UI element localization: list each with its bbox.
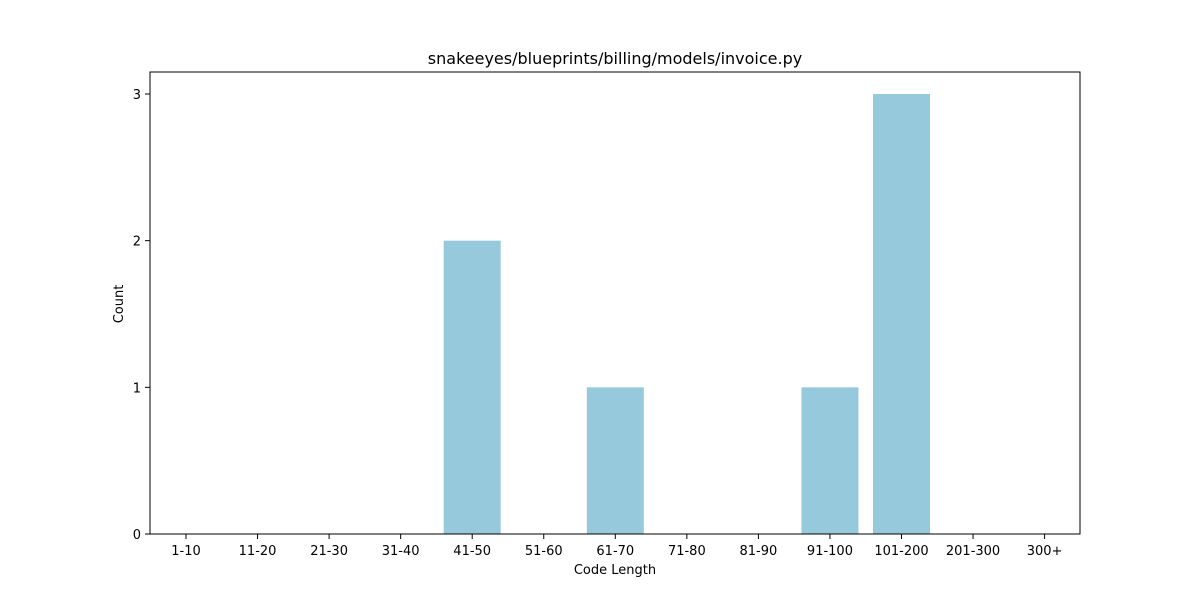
y-tick-label: 1 — [133, 381, 141, 396]
bar-101-200 — [873, 94, 930, 534]
x-tick-label: 300+ — [1027, 544, 1063, 559]
plot-frame — [149, 71, 1081, 535]
y-tick-label: 2 — [133, 235, 141, 250]
x-tick-label: 41-50 — [453, 544, 491, 559]
x-ticks-group: 1-10 11-20 21-30 31-40 41-50 51-60 61-70 71-80 8… — [171, 534, 1062, 559]
x-tick-label: 51-60 — [525, 544, 563, 559]
chart-title: snakeeyes/blueprints/billing/models/invo… — [428, 49, 802, 68]
bars-group — [443, 94, 930, 534]
bar-91-100 — [801, 387, 859, 534]
y-tick-label: 0 — [133, 528, 141, 543]
x-tick-label: 91-100 — [807, 544, 853, 559]
y-axis-label: Count — [112, 285, 127, 324]
x-tick-label: 31-40 — [382, 544, 420, 559]
x-tick-label: 61-70 — [596, 544, 634, 559]
bar-61-70 — [586, 387, 644, 534]
x-tick-label: 101-200 — [874, 544, 928, 559]
x-tick-label: 201-300 — [946, 544, 1000, 559]
x-axis-label: Code Length — [574, 563, 656, 578]
bar-41-50 — [443, 240, 501, 534]
x-tick-label: 1-10 — [171, 544, 201, 559]
y-ticks-group: 0 1 2 3 — [133, 88, 150, 543]
x-tick-label: 11-20 — [239, 544, 277, 559]
x-tick-label: 21-30 — [310, 544, 348, 559]
x-tick-label: 71-80 — [668, 544, 706, 559]
y-tick-label: 3 — [133, 88, 141, 103]
x-tick-label: 81-90 — [740, 544, 778, 559]
